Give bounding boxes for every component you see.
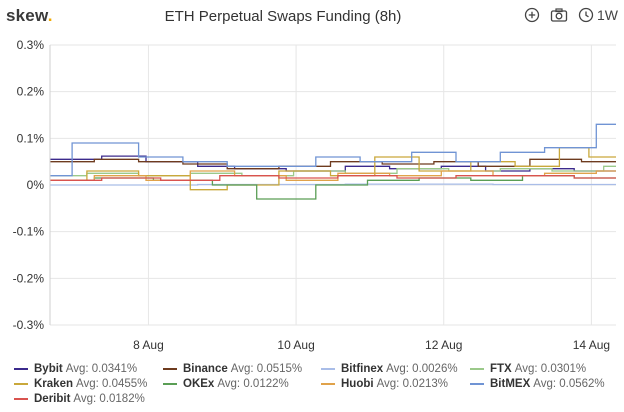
legend-item-kraken[interactable]: Kraken Avg: 0.0455% <box>14 378 147 390</box>
plus-circle-icon[interactable] <box>524 7 540 23</box>
y-tick-label: 0.2% <box>17 85 45 99</box>
time-range-label: 1W <box>597 7 618 23</box>
series-line-ftx[interactable] <box>21 155 624 177</box>
legend-item-bitmex[interactable]: BitMEX Avg: 0.0562% <box>470 378 605 390</box>
legend-series-name: Bitfinex <box>341 363 384 375</box>
y-tick-label: -0.2% <box>13 271 45 285</box>
x-tick-label: 14 Aug <box>573 338 610 352</box>
funding-chart: 0.3% 0.2% 0.1% 0% -0.1% -0.2% -0.3% 8 Aug 10 Aug… <box>13 38 624 352</box>
legend-series-avg: Avg: 0.0562% <box>533 378 605 390</box>
legend-item-huobi[interactable]: Huobi Avg: 0.0213% <box>321 378 448 390</box>
legend-swatch <box>321 383 335 385</box>
grid <box>50 44 616 326</box>
legend-series-avg: Avg: 0.0455% <box>76 378 148 390</box>
y-tick-label: 0.3% <box>17 38 45 52</box>
legend-swatch <box>14 383 28 385</box>
legend-series-name: Deribit <box>34 393 71 405</box>
legend-series-avg: Avg: 0.0026% <box>386 363 458 375</box>
y-tick-label: 0.1% <box>17 131 45 145</box>
legend-swatch <box>14 398 28 400</box>
skew-logo[interactable]: skew. <box>6 6 53 25</box>
axes: 0.3% 0.2% 0.1% 0% -0.1% -0.2% -0.3% 8 Aug 10 Aug… <box>13 38 610 352</box>
camera-icon[interactable] <box>550 7 568 23</box>
legend-swatch <box>163 368 177 370</box>
legend-series-avg: Avg: 0.0213% <box>376 378 448 390</box>
legend-item-okex[interactable]: OKEx Avg: 0.0122% <box>163 378 289 390</box>
legend-series-avg: Avg: 0.0182% <box>73 393 145 405</box>
legend-item-bybit[interactable]: Bybit Avg: 0.0341% <box>14 363 137 375</box>
series-line-deribit[interactable] <box>21 166 624 181</box>
legend-series-name: FTX <box>490 363 512 375</box>
legend-item-ftx[interactable]: FTX Avg: 0.0301% <box>470 363 586 375</box>
legend-series-avg: Avg: 0.0122% <box>217 378 289 390</box>
legend-series-name: Bybit <box>34 363 63 375</box>
legend-series-avg: Avg: 0.0341% <box>65 363 138 375</box>
y-tick-label: -0.3% <box>13 318 45 332</box>
legend-series-name: BitMEX <box>490 378 531 390</box>
legend-series-avg: Avg: 0.0515% <box>230 363 303 375</box>
x-tick-label: 8 Aug <box>133 338 164 352</box>
clock-icon <box>578 7 594 23</box>
series-line-bitmex[interactable] <box>21 92 624 272</box>
y-tick-label: 0% <box>27 178 45 192</box>
legend-swatch <box>470 383 484 385</box>
legend-series-name: OKEx <box>183 378 215 390</box>
legend-item-deribit[interactable]: Deribit Avg: 0.0182% <box>14 393 145 405</box>
chart-header: skew. ETH Perpetual Swaps Funding (8h) 1… <box>0 0 624 32</box>
toolbar: 1W <box>524 7 618 23</box>
legend-swatch <box>470 368 484 370</box>
y-tick-label: -0.1% <box>13 225 45 239</box>
time-range-button[interactable]: 1W <box>578 7 618 23</box>
legend-series-name: Binance <box>183 363 228 375</box>
legend-swatch <box>163 383 177 385</box>
chart-title: ETH Perpetual Swaps Funding (8h) <box>164 8 402 25</box>
legend-swatch <box>14 368 28 370</box>
legend-swatch <box>321 368 335 370</box>
legend-series-name: Kraken <box>34 378 73 390</box>
series-lines <box>21 92 624 272</box>
x-tick-label: 12 Aug <box>425 338 462 352</box>
legend-item-binance[interactable]: Binance Avg: 0.0515% <box>163 363 302 375</box>
legend-series-avg: Avg: 0.0301% <box>514 363 587 375</box>
series-line-binance[interactable] <box>21 120 624 170</box>
legend-item-bitfinex[interactable]: Bitfinex Avg: 0.0026% <box>321 363 458 375</box>
series-line-okex[interactable] <box>21 175 624 200</box>
legend-series-name: Huobi <box>341 378 374 390</box>
x-tick-label: 10 Aug <box>277 338 314 352</box>
series-line-kraken[interactable] <box>21 129 624 191</box>
